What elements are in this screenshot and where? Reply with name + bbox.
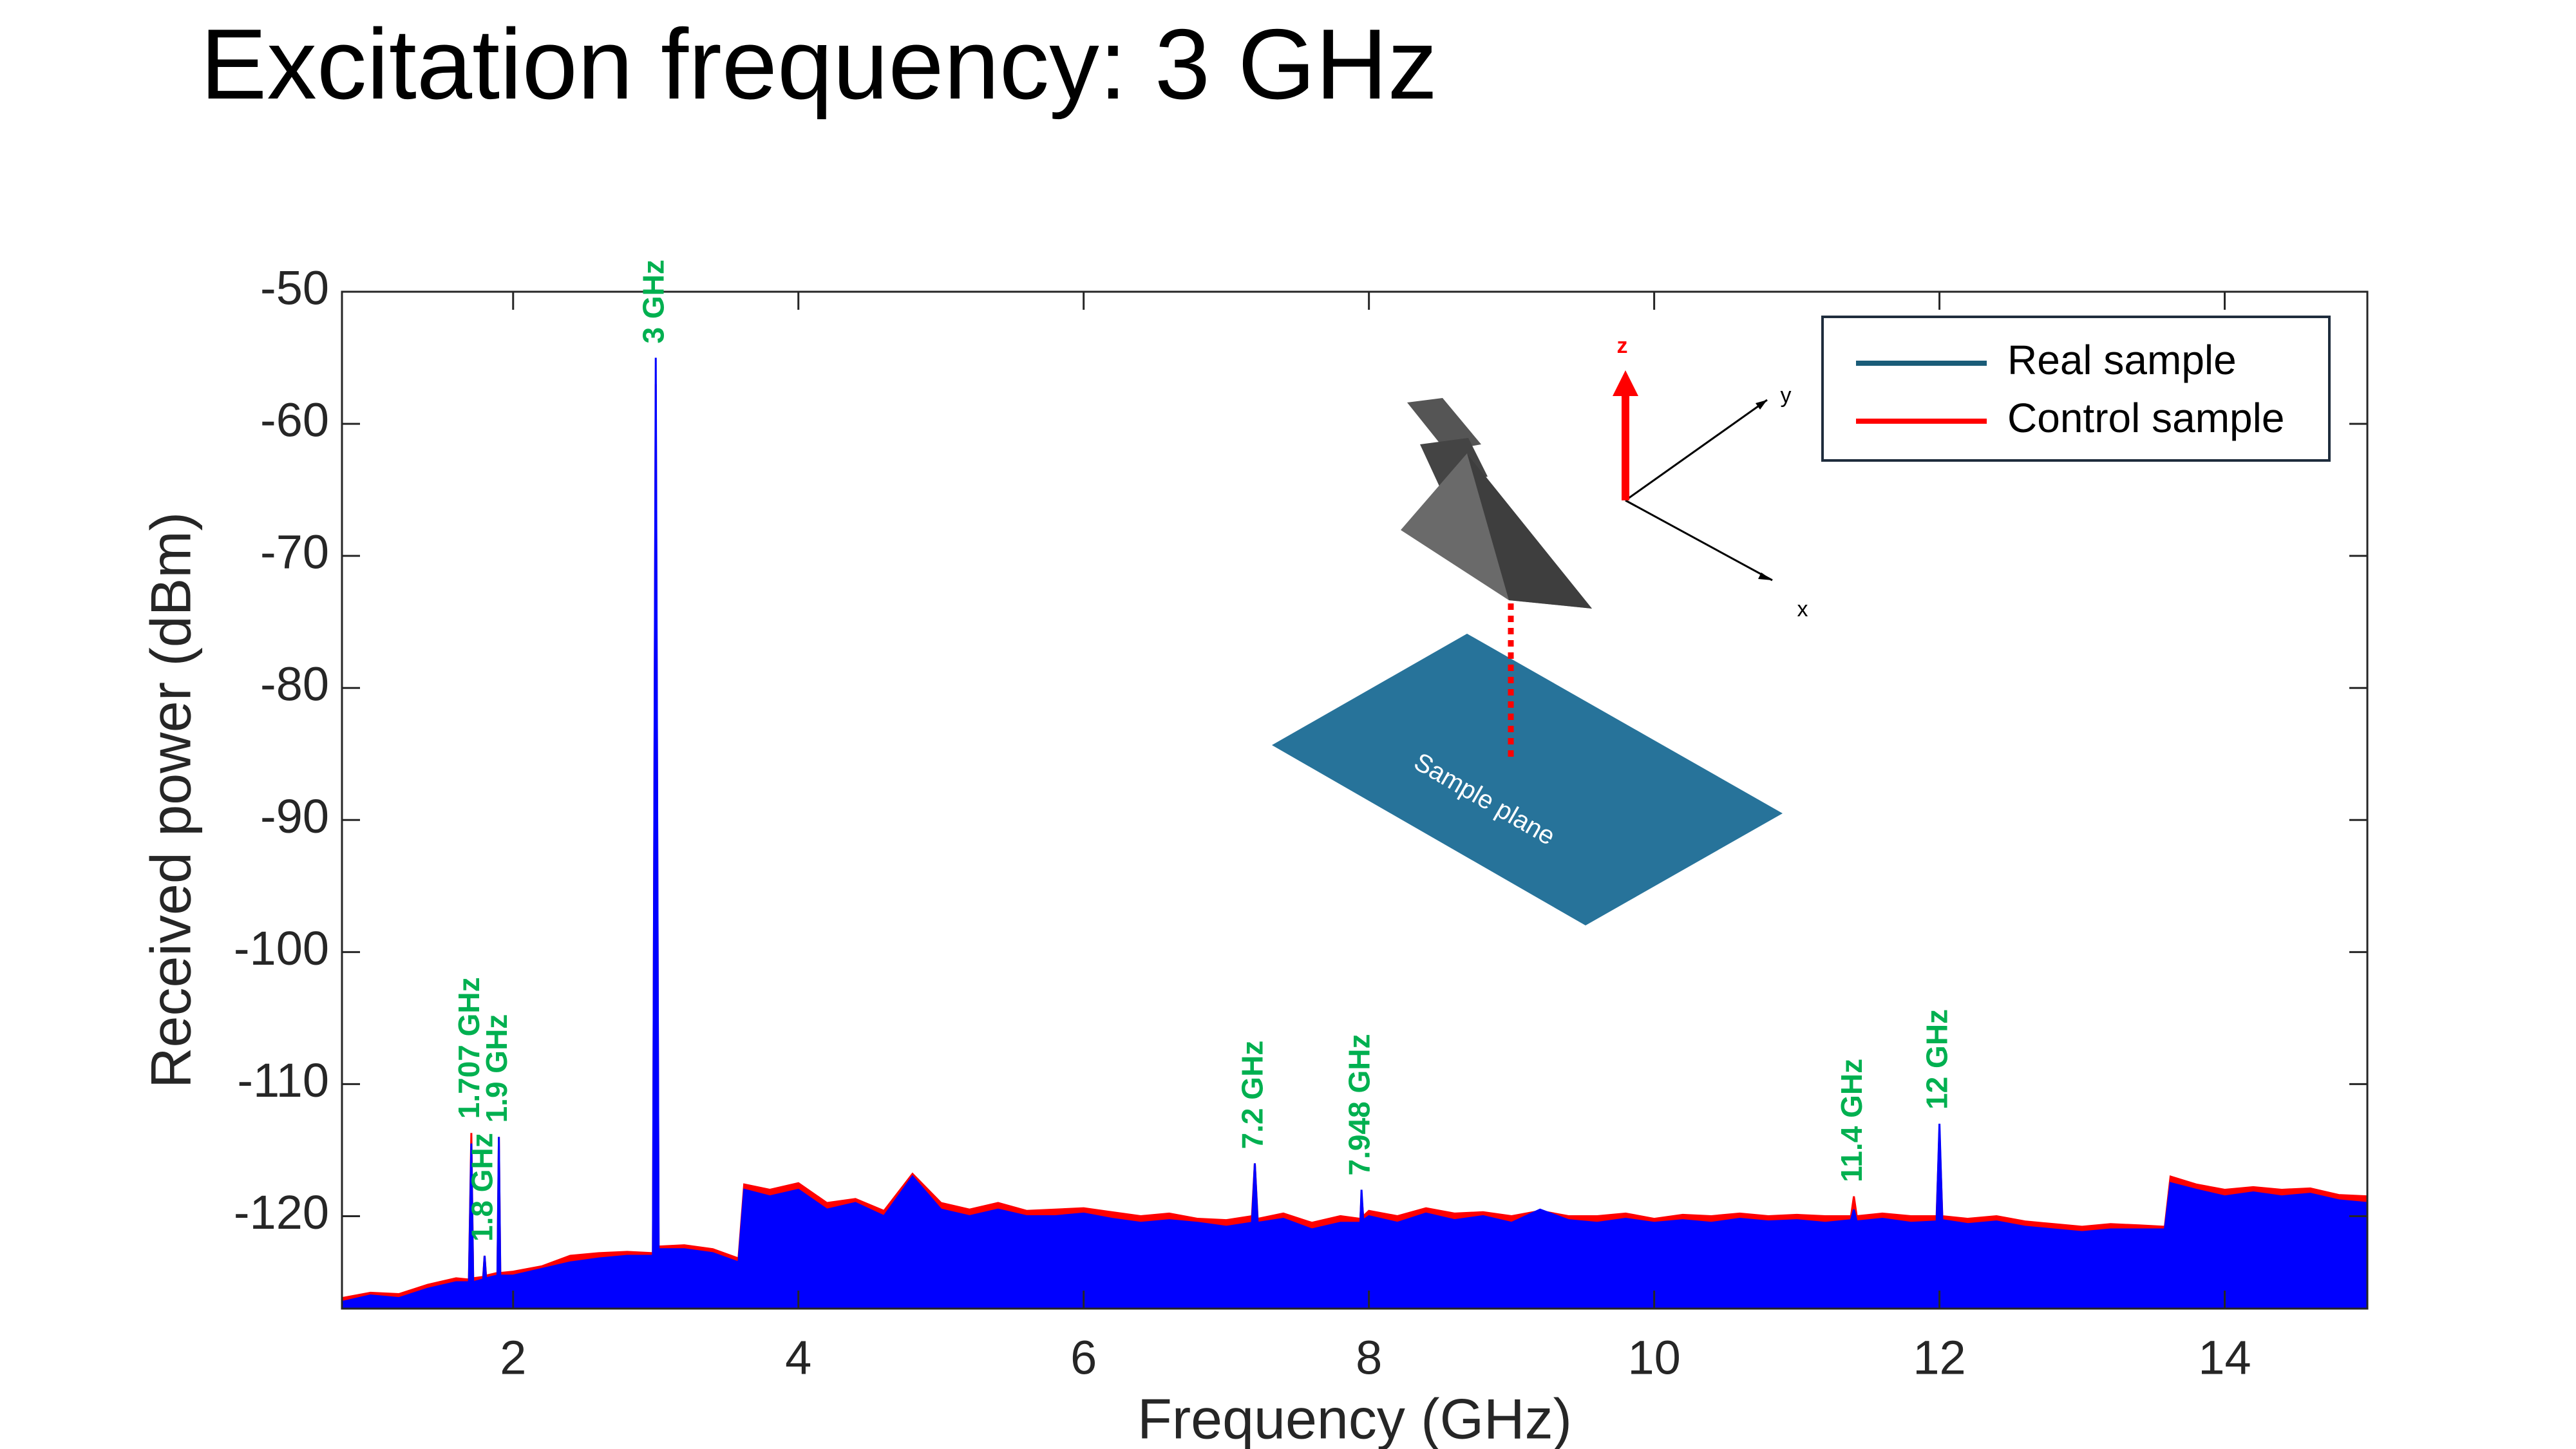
spectrum-area [341, 357, 2369, 1310]
x-tick-label: 2 [500, 1331, 526, 1385]
peak-label: 7.948 GHz [1342, 1034, 1376, 1176]
y-tick-label: -100 [234, 922, 329, 975]
spectrum-area [341, 384, 2369, 1310]
legend-label: Real sample [2007, 337, 2237, 383]
x-tick-label: 10 [1627, 1331, 1680, 1385]
peak-label: 1.8 GHz [466, 1133, 499, 1242]
z-label: z [1617, 334, 1628, 358]
y-axis-label: Received power (dBm) [138, 512, 202, 1088]
y-tick-label: -80 [260, 658, 329, 711]
x-axis-label: Frequency (GHz) [1137, 1387, 1572, 1449]
slide-title: Excitation frequency: 3 GHz [200, 8, 1437, 120]
y-tick-label: -50 [260, 261, 329, 315]
peak-label: 12 GHz [1920, 1009, 1954, 1110]
arrow-head [1758, 573, 1772, 580]
y-tick-label: -110 [237, 1054, 329, 1107]
y-label: y [1781, 383, 1792, 408]
arrow-head [1613, 370, 1638, 396]
x-tick-label: 12 [1913, 1331, 1965, 1385]
peak-label: 3 GHz [636, 260, 670, 343]
peak-label: 7.2 GHz [1236, 1041, 1269, 1150]
x-tick-label: 8 [1356, 1331, 1382, 1385]
plot: 2 4 6 8 10 12 14 -50 -60 -70 -80 -90 -100 -110 -120 Fre… [138, 260, 2369, 1449]
x-tick-label: 6 [1070, 1331, 1097, 1385]
sample-plane [1272, 634, 1783, 925]
peak-label: 1.707 GHz [452, 977, 486, 1119]
peak-label: 11.4 GHz [1835, 1059, 1868, 1182]
y-tick-label: -60 [260, 393, 329, 447]
plot-frame [341, 290, 2369, 1310]
legend-label: Control sample [2007, 395, 2284, 441]
y-tick-label: -70 [260, 526, 329, 579]
x-tick-label: 4 [785, 1331, 811, 1385]
horn-flange [1407, 398, 1481, 451]
x-axis-arrow [1625, 499, 1773, 582]
legend-box [1821, 316, 2331, 462]
y-tick-label: -90 [260, 790, 329, 843]
arrow-head [1756, 400, 1767, 410]
inset-diagram: Sample plane z y x [1272, 334, 1808, 925]
horn-side [1467, 453, 1592, 609]
y-tick-label: -120 [234, 1186, 329, 1239]
x-label: x [1797, 597, 1808, 621]
y-axis-arrow [1625, 399, 1768, 502]
x-tick-label: 14 [2198, 1331, 2251, 1385]
peak-label: 1.9 GHz [480, 1014, 513, 1123]
